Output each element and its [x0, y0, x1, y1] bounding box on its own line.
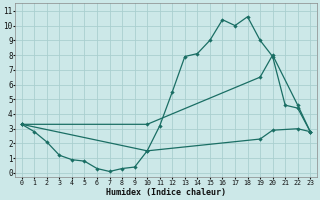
X-axis label: Humidex (Indice chaleur): Humidex (Indice chaleur) — [106, 188, 226, 197]
